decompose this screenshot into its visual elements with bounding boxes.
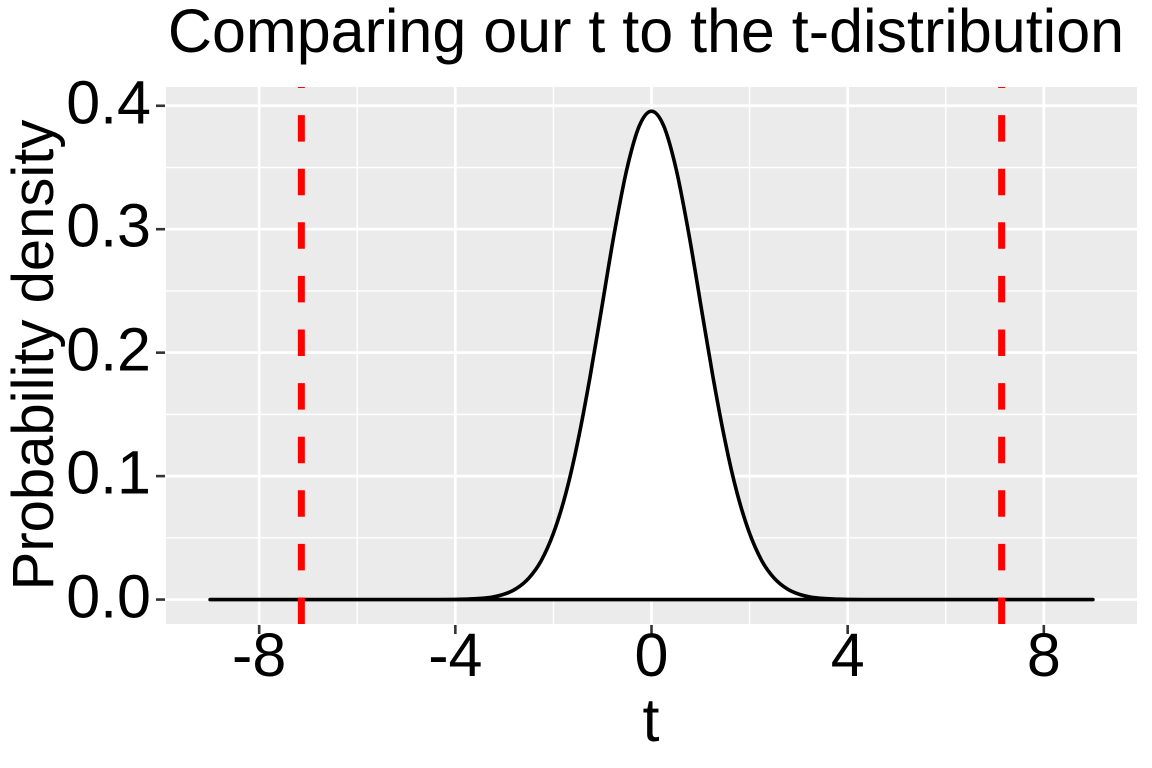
y-tick-label: 0.1	[66, 438, 151, 507]
plot-title: Comparing our t to the t-distribution	[167, 0, 1125, 65]
x-tick-label: -8	[232, 621, 287, 689]
y-axis-title: Probability density	[1, 119, 66, 591]
x-tick-label: -4	[428, 621, 483, 689]
x-tick-label: 8	[1026, 621, 1061, 689]
y-tick-label: 0.3	[66, 191, 151, 260]
x-tick-label: 0	[634, 621, 669, 689]
x-tick-label: 4	[830, 621, 865, 689]
y-tick-label: 0.2	[66, 315, 151, 384]
density-curve	[208, 109, 1095, 602]
y-tick-label: 0.0	[66, 562, 151, 631]
y-tick-label: 0.4	[66, 68, 151, 137]
x-axis-title: t	[642, 686, 660, 754]
